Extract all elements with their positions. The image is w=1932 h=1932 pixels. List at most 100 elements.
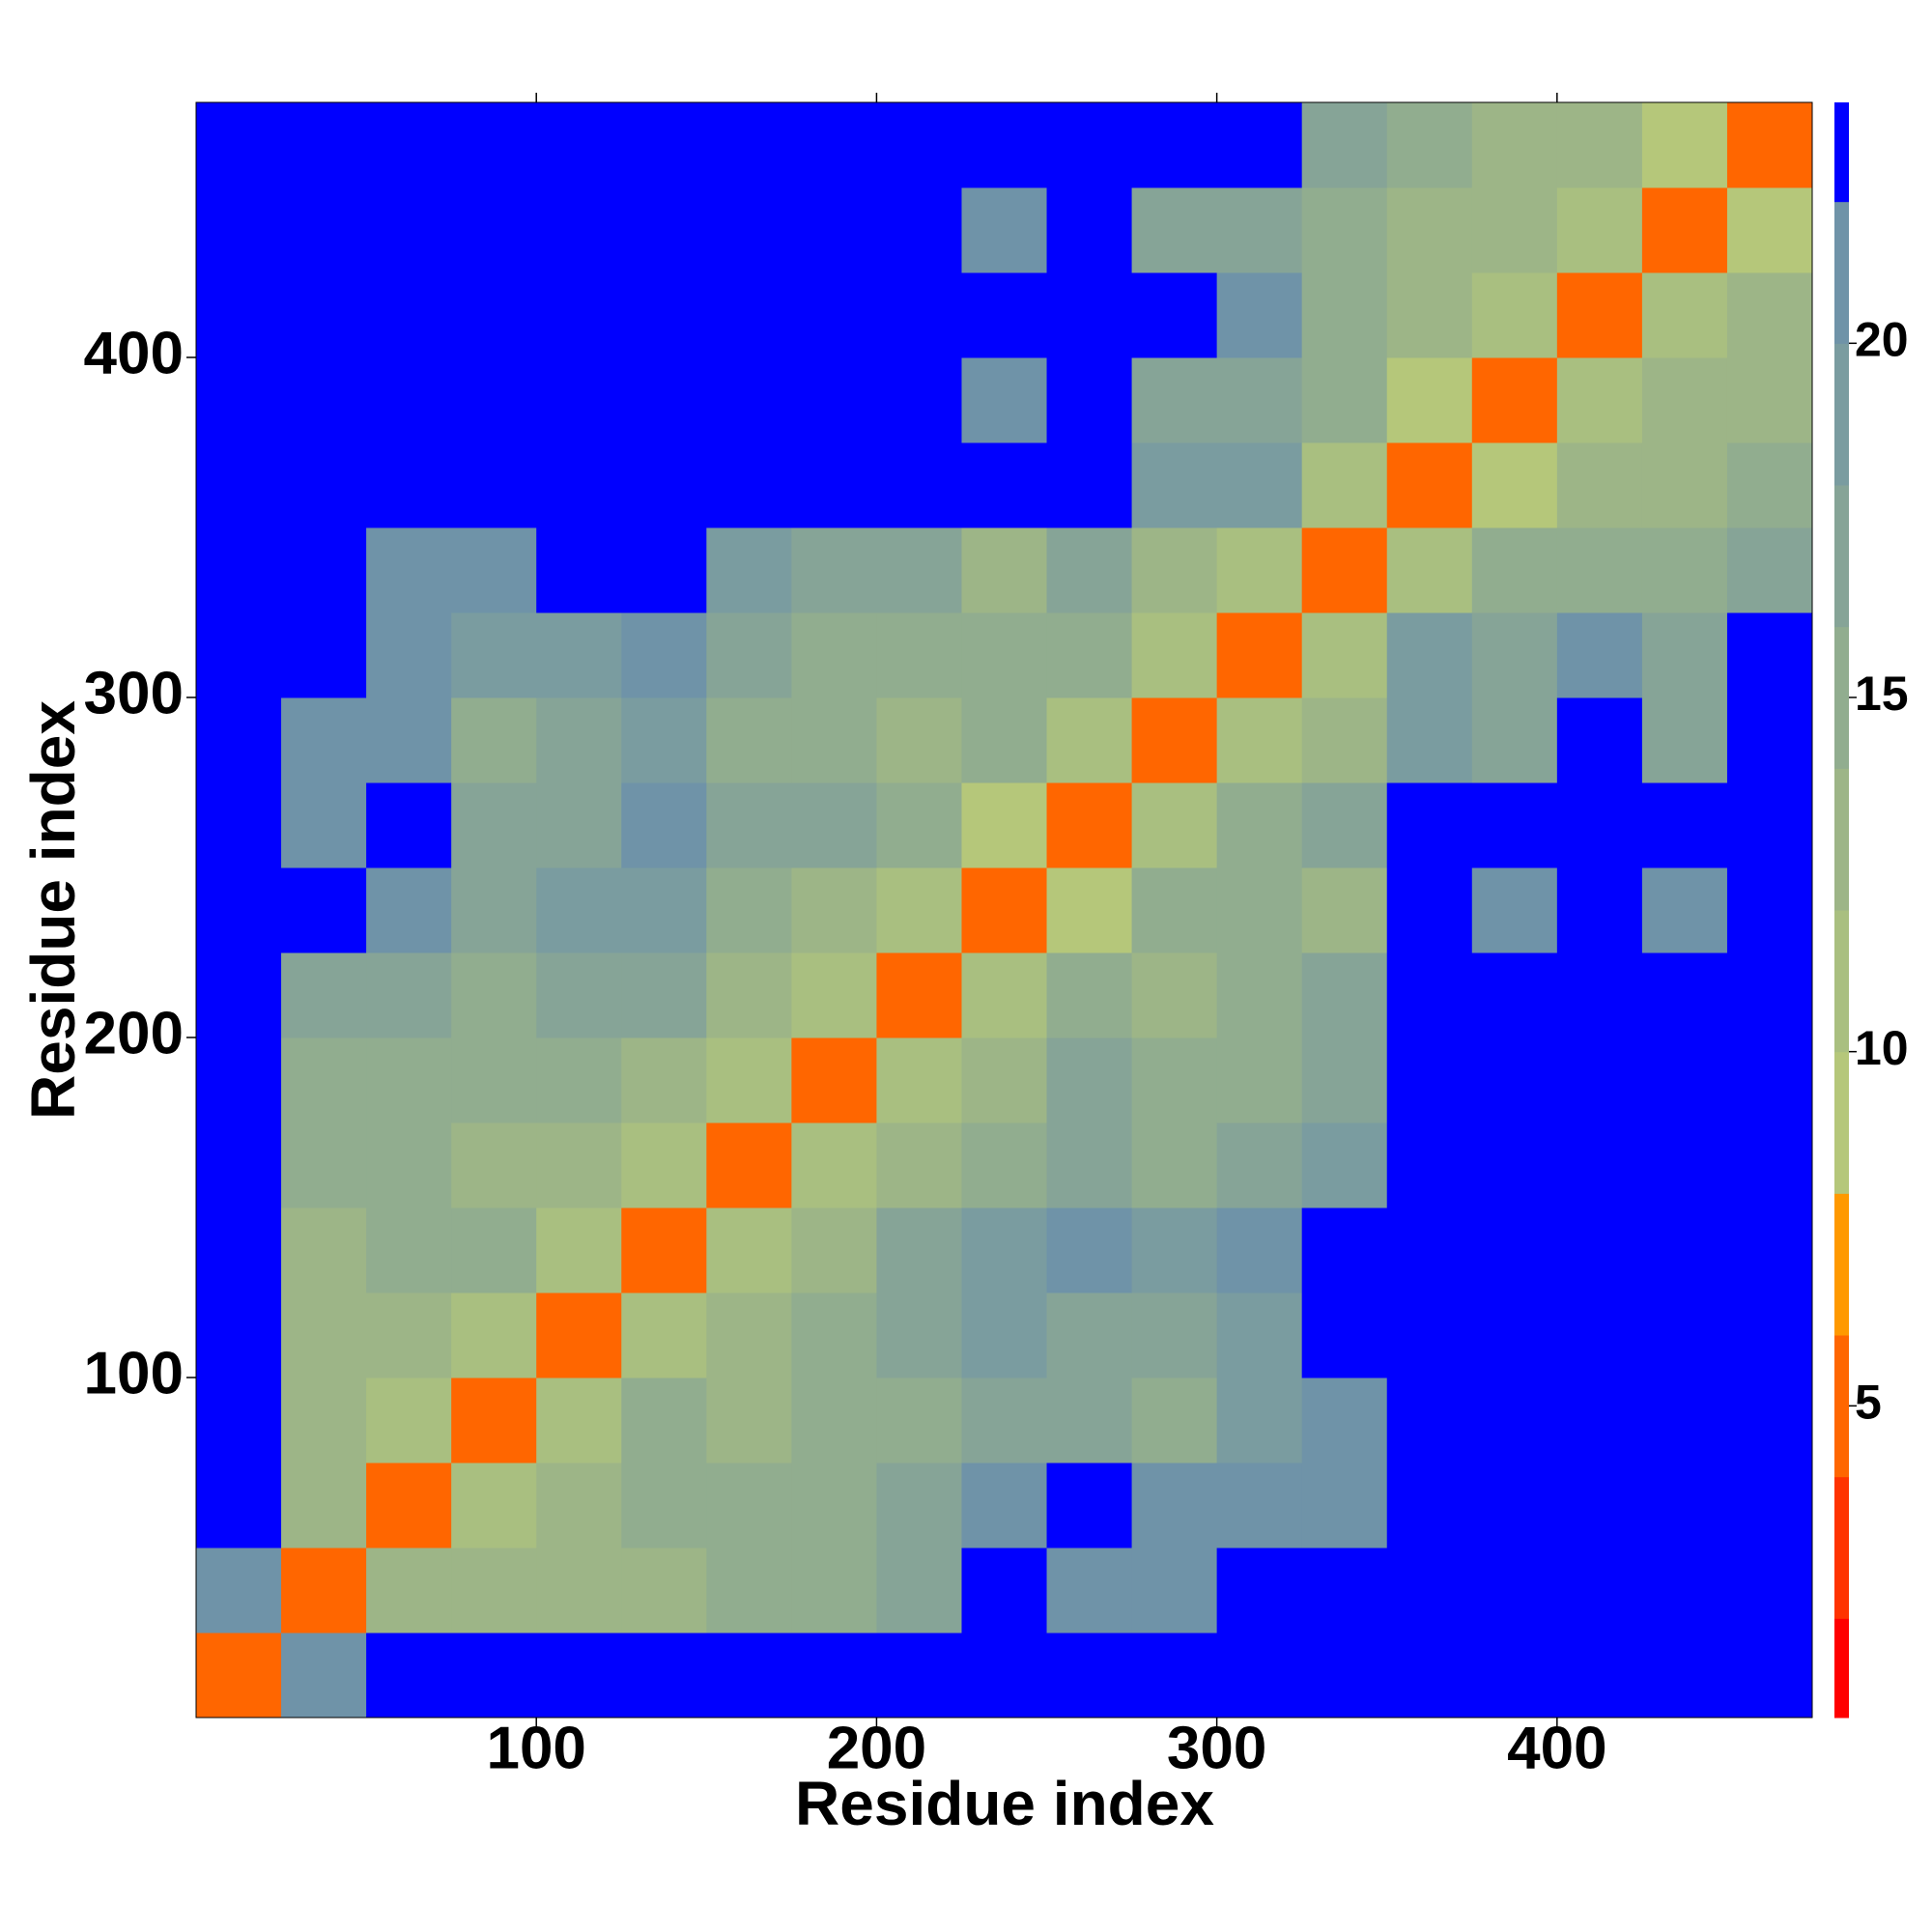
heatmap-cell [791, 1463, 877, 1548]
heatmap-cell [1641, 952, 1728, 1038]
heatmap-cell [1556, 1378, 1643, 1463]
colorbar-segment [1834, 343, 1849, 486]
heatmap-cell [1556, 782, 1643, 868]
heatmap-cell [281, 187, 367, 273]
heatmap-cell [1471, 527, 1558, 613]
heatmap-cell [706, 1463, 792, 1548]
heatmap-cell [1046, 442, 1133, 528]
heatmap-cell [961, 1633, 1048, 1719]
heatmap-cell [1641, 1633, 1728, 1719]
heatmap-cell [706, 612, 792, 698]
heatmap-cell [536, 1037, 622, 1123]
heatmap-cell [1131, 187, 1218, 273]
heatmap-cell [1471, 1122, 1558, 1208]
heatmap-cell [1726, 697, 1813, 783]
heatmap-cell [451, 187, 537, 273]
heatmap-cell [1471, 1463, 1558, 1548]
heatmap-cell [366, 102, 452, 188]
heatmap-cell [536, 1548, 622, 1634]
heatmap-cell [536, 612, 622, 698]
heatmap-cell [1301, 357, 1388, 443]
heatmap-cell [791, 697, 877, 783]
heatmap-cell [1386, 1548, 1473, 1634]
heatmap-cell [621, 952, 707, 1038]
heatmap-cell [1131, 612, 1218, 698]
heatmap-cell [536, 102, 622, 188]
heatmap-cell [1301, 187, 1388, 273]
heatmap-cell [281, 1463, 367, 1548]
heatmap-cell [1216, 442, 1303, 528]
heatmap-cell [1726, 527, 1813, 613]
heatmap-cell [1131, 867, 1218, 953]
x-tick-label: 300 [1167, 1715, 1266, 1781]
heatmap-cell [1471, 442, 1558, 528]
heatmap-cell [1471, 1633, 1558, 1719]
heatmap-cell [281, 272, 367, 358]
heatmap-cell [536, 1378, 622, 1463]
heatmap-cell [1046, 357, 1133, 443]
heatmap-cell [366, 952, 452, 1038]
heatmap-cell [1386, 357, 1473, 443]
heatmap-cell [1301, 782, 1388, 868]
heatmap-cell [961, 1037, 1048, 1123]
heatmap-cell [1046, 272, 1133, 358]
heatmap-cell [876, 867, 962, 953]
heatmap-cell [961, 272, 1048, 358]
heatmap-cell [1471, 697, 1558, 783]
heatmap-cell [1641, 1548, 1728, 1634]
heatmap-cell [1046, 1208, 1133, 1293]
heatmap-cell [451, 1208, 537, 1293]
heatmap-cell [876, 1293, 962, 1378]
heatmap-cell [1216, 697, 1303, 783]
heatmap-cell [1301, 952, 1388, 1038]
heatmap-cell [876, 357, 962, 443]
heatmap-cell [366, 782, 452, 868]
colorbar-segment [1834, 102, 1849, 203]
heatmap-cell [1726, 272, 1813, 358]
x-tick-label: 100 [486, 1715, 585, 1781]
heatmap-cell [451, 442, 537, 528]
heatmap-cell [281, 1548, 367, 1634]
heatmap-cell [961, 1122, 1048, 1208]
heatmap-cell [451, 1037, 537, 1123]
colorbar-segment [1834, 1335, 1849, 1478]
heatmap-cell [281, 867, 367, 953]
heatmap-cell [621, 442, 707, 528]
heatmap-cell [1556, 1037, 1643, 1123]
heatmap-cell [196, 527, 282, 613]
heatmap-cell [791, 1633, 877, 1719]
heatmap-cell [1726, 1633, 1813, 1719]
heatmap-cell [1386, 102, 1473, 188]
heatmap-cell [706, 102, 792, 188]
heatmap-cell [1046, 187, 1133, 273]
heatmap-cell [1216, 1293, 1303, 1378]
heatmap-cell [1556, 952, 1643, 1038]
heatmap-cell [366, 527, 452, 613]
heatmap-cell [366, 612, 452, 698]
heatmap-cell [961, 1548, 1048, 1634]
heatmap-cell [621, 102, 707, 188]
heatmap-cell [1216, 1548, 1303, 1634]
heatmap-cell [281, 952, 367, 1038]
heatmap-cell [1131, 102, 1218, 188]
heatmap-cell [1301, 1122, 1388, 1208]
heatmap-cell [1641, 612, 1728, 698]
heatmap-cell [536, 1463, 622, 1548]
heatmap-cell [1046, 952, 1133, 1038]
heatmap-cell [196, 1208, 282, 1293]
heatmap-cell [1726, 1293, 1813, 1378]
heatmap-cell [876, 697, 962, 783]
heatmap-cell [1641, 1463, 1728, 1548]
heatmap-cell [791, 102, 877, 188]
heatmap-cell [451, 357, 537, 443]
heatmap-cell [536, 527, 622, 613]
heatmap-cell [1726, 1378, 1813, 1463]
heatmap-cell [1641, 527, 1728, 613]
heatmap-cell [1386, 1633, 1473, 1719]
heatmap-cell [281, 442, 367, 528]
heatmap-cell [1216, 952, 1303, 1038]
heatmap-cell [1556, 1208, 1643, 1293]
heatmap-cell [1641, 1122, 1728, 1208]
heatmap-cell [1386, 272, 1473, 358]
